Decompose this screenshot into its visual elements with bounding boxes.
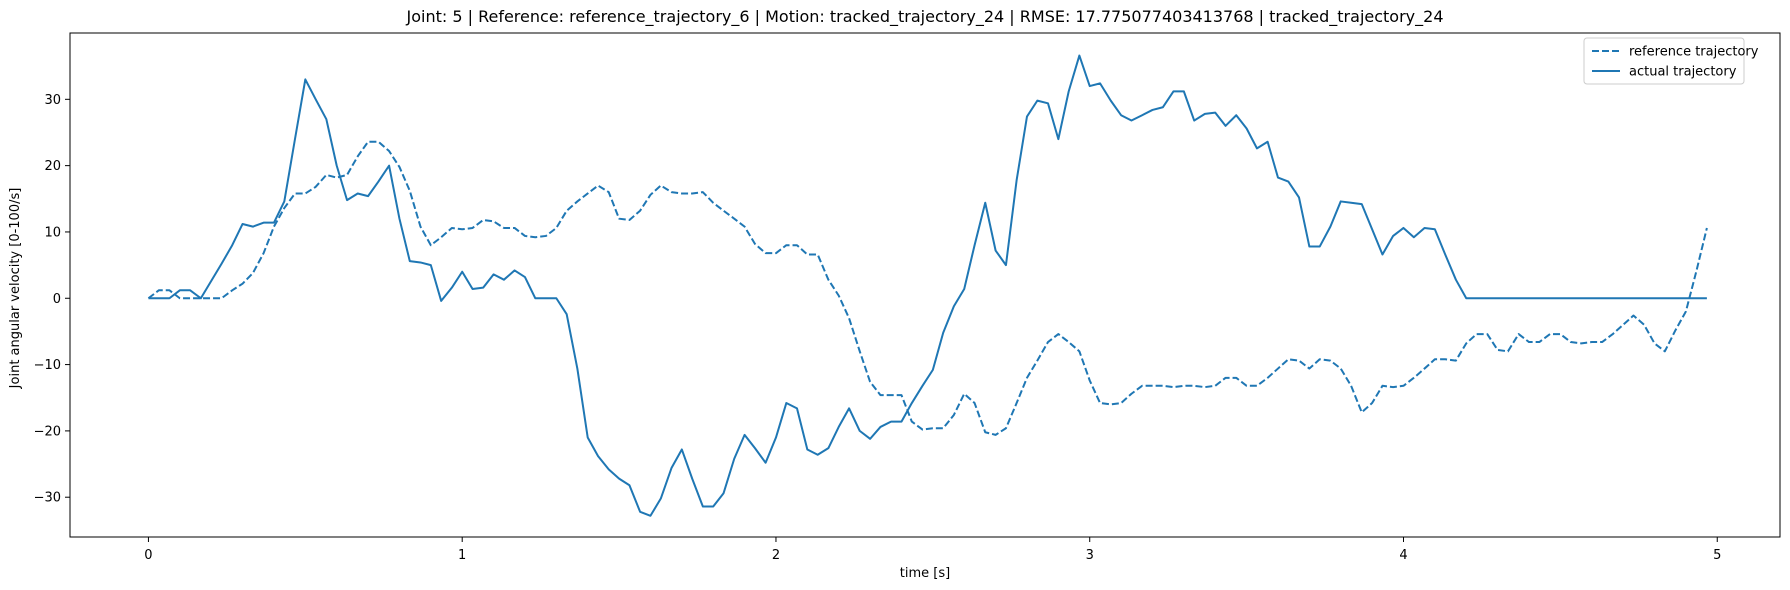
x-tick-label: 5 — [1713, 548, 1721, 563]
x-tick-label: 0 — [144, 548, 152, 563]
legend: reference trajectory actual trajectory — [1583, 37, 1759, 85]
legend-label: reference trajectory — [1629, 45, 1759, 60]
plot-frame — [69, 32, 1781, 538]
chart-title: Joint: 5 | Reference: reference_trajecto… — [406, 7, 1444, 27]
legend-label: actual trajectory — [1629, 65, 1737, 80]
y-tick-label: −20 — [34, 424, 61, 439]
legend-box — [1583, 37, 1745, 85]
series-line-reference-trajectory — [147, 140, 1708, 436]
y-tick-label: −10 — [34, 358, 61, 373]
y-tick-label: −30 — [34, 491, 61, 506]
series-line-actual-trajectory — [148, 54, 1707, 517]
x-axis-label: time [s] — [900, 566, 950, 581]
y-tick-label: 30 — [44, 93, 61, 108]
y-tick-label: 20 — [44, 159, 61, 174]
y-tick-label: 10 — [44, 225, 61, 240]
x-tick-label: 2 — [772, 548, 780, 563]
y-axis-label: Joint angular velocity [0-100/s] — [8, 188, 23, 390]
x-tick-label: 3 — [1086, 548, 1094, 563]
x-tick-label: 4 — [1399, 548, 1407, 563]
y-axis: −30 −20 −10 0 10 20 30 — [34, 93, 70, 506]
x-tick-label: 1 — [458, 548, 466, 563]
x-axis: 0 1 2 3 4 5 — [144, 537, 1721, 563]
plot-area — [69, 32, 1781, 538]
y-tick-label: 0 — [53, 292, 61, 307]
